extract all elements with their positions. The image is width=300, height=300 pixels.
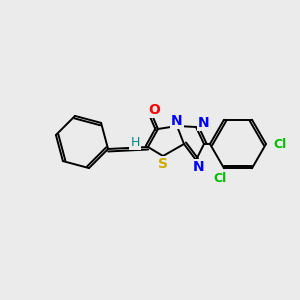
Text: Cl: Cl <box>213 172 226 185</box>
Text: N: N <box>193 160 205 174</box>
Text: S: S <box>158 157 168 171</box>
Text: N: N <box>198 116 210 130</box>
Text: Cl: Cl <box>273 137 286 151</box>
Text: N: N <box>171 114 183 128</box>
Text: H: H <box>130 136 140 148</box>
Text: O: O <box>148 103 160 117</box>
